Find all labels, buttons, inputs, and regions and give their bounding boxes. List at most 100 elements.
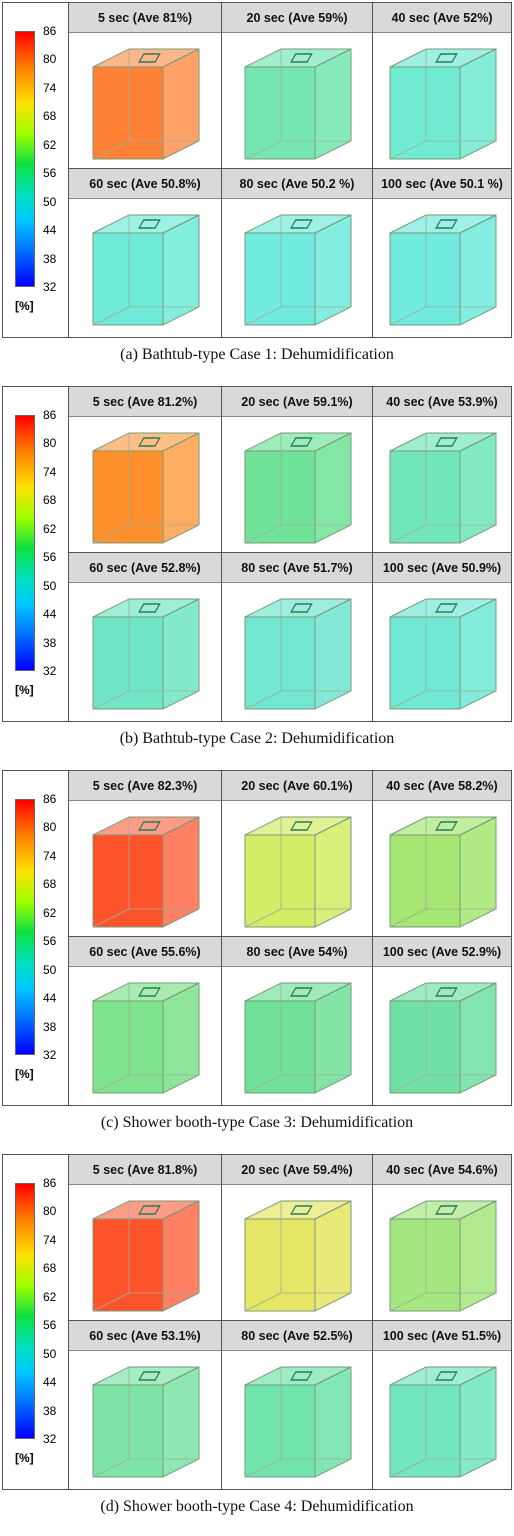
cube-side-face [459, 432, 497, 544]
panel-table: 86 80 74 68 62 56 50 44 38 32 [%] 5 sec (Ave 81.2%)… [2, 386, 512, 722]
colorbar-tick-label: 80 [43, 436, 57, 451]
result-cell: 60 sec (Ave 53.1%) [69, 1321, 222, 1489]
time-average-label: 5 sec (Ave 82.3%) [69, 771, 221, 801]
time-average-label: 20 sec (Ave 60.1%) [222, 771, 372, 801]
colorbar-tick-label: 68 [43, 877, 57, 892]
cube-front-face [92, 616, 164, 710]
time-average-label: 40 sec (Ave 54.6%) [373, 1155, 511, 1185]
cube-front-face [92, 1000, 164, 1094]
panel-caption: (a) Bathtub-type Case 1: Dehumidificatio… [120, 346, 394, 363]
colorbar-tick-label: 62 [43, 521, 57, 536]
result-cell: 100 sec (Ave 51.5%) [373, 1321, 511, 1489]
colorbar-tick-label: 68 [43, 1261, 57, 1276]
colorbar-tick-label: 86 [43, 792, 57, 806]
vent-outline [290, 1205, 313, 1215]
cube-front-face [389, 834, 461, 928]
cube-side-face [162, 432, 200, 544]
humidity-visualization [382, 37, 502, 170]
humidity-visualization [237, 37, 357, 170]
result-cell: 60 sec (Ave 50.8%) [69, 169, 222, 337]
vent-outline [138, 1205, 161, 1215]
colorbar-tick-label: 74 [43, 464, 57, 479]
colorbar-tick-label: 32 [43, 664, 57, 678]
time-average-label: 20 sec (Ave 59.4%) [222, 1155, 372, 1185]
cube-hidden-edge [92, 690, 130, 710]
panel-caption: (d) Shower booth-type Case 4: Dehumidifi… [100, 1498, 414, 1515]
time-average-label: 60 sec (Ave 52.8%) [69, 553, 221, 583]
cube-side-face [459, 816, 497, 928]
result-cell: 5 sec (Ave 81.8%) [69, 1155, 222, 1321]
cube-side-face [459, 1366, 497, 1478]
simulation-cube [389, 48, 497, 160]
cube-hidden-edge [244, 908, 282, 928]
result-cell: 60 sec (Ave 55.6%) [69, 937, 222, 1105]
result-cell: 40 sec (Ave 53.9%) [373, 387, 511, 553]
humidity-visualization [85, 587, 205, 720]
result-cell: 100 sec (Ave 50.9%) [373, 553, 511, 721]
humidity-visualization [382, 587, 502, 720]
cube-hidden-edge [389, 140, 427, 160]
time-average-label: 40 sec (Ave 53.9%) [373, 387, 511, 417]
time-average-label: 5 sec (Ave 81%) [69, 3, 221, 33]
colorbar-tick-label: 74 [43, 1232, 57, 1247]
result-cell: 80 sec (Ave 52.5%) [222, 1321, 373, 1489]
time-average-label: 40 sec (Ave 58.2%) [373, 771, 511, 801]
colorbar-tick-label: 62 [43, 137, 57, 152]
simulation-cube [92, 48, 200, 160]
colorbar-tick-label: 32 [43, 1432, 57, 1446]
cube-side-face [459, 48, 497, 160]
colorbar [15, 31, 35, 287]
colorbar-tick-label: 86 [43, 24, 57, 38]
colorbar-tick-label: 80 [43, 1204, 57, 1219]
cube-hidden-edge [389, 690, 427, 710]
result-cell: 20 sec (Ave 59.4%) [222, 1155, 373, 1321]
colorbar-tick-label: 50 [43, 578, 57, 593]
cube-hidden-edge [92, 1292, 130, 1312]
cube-front-face [92, 66, 164, 160]
cube-front-face [244, 834, 316, 928]
colorbar-tick-label: 74 [43, 80, 57, 95]
cube-side-face [162, 1200, 200, 1312]
cube-hidden-edge [92, 524, 130, 544]
cube-front-face [92, 1384, 164, 1478]
simulation-cube [244, 982, 352, 1094]
cube-front-face [92, 450, 164, 544]
humidity-visualization [237, 805, 357, 938]
colorbar-tick-label: 50 [43, 194, 57, 209]
simulation-cube [92, 1366, 200, 1478]
time-average-label: 60 sec (Ave 55.6%) [69, 937, 221, 967]
vent-outline [435, 1371, 458, 1381]
vent-outline [138, 987, 161, 997]
colorbar-tick-label: 68 [43, 493, 57, 508]
figure-panel: 86 80 74 68 62 56 50 44 38 32 [%] 5 sec (Ave 81%) 20… [0, 0, 514, 384]
result-cell: 40 sec (Ave 58.2%) [373, 771, 511, 937]
cube-side-face [162, 816, 200, 928]
humidity-visualization [382, 1189, 502, 1322]
result-cell: 80 sec (Ave 54%) [222, 937, 373, 1105]
vent-outline [290, 1371, 313, 1381]
colorbar-unit: [%] [15, 683, 34, 697]
simulation-cube [244, 1200, 352, 1312]
result-cell: 5 sec (Ave 82.3%) [69, 771, 222, 937]
panel-table: 86 80 74 68 62 56 50 44 38 32 [%] 5 sec (Ave 81%) 20… [2, 2, 512, 338]
vent-outline [290, 53, 313, 63]
cube-front-face [244, 1218, 316, 1312]
cube-side-face [459, 214, 497, 326]
colorbar-tick-label: 62 [43, 905, 57, 920]
colorbar-tick-label: 50 [43, 962, 57, 977]
result-cell: 40 sec (Ave 52%) [373, 3, 511, 169]
cube-side-face [314, 1200, 352, 1312]
time-average-label: 5 sec (Ave 81.2%) [69, 387, 221, 417]
time-average-label: 100 sec (Ave 50.9%) [373, 553, 511, 583]
colorbar-tick-label: 38 [43, 1403, 57, 1418]
humidity-visualization [237, 1189, 357, 1322]
colorbar-legend: 86 80 74 68 62 56 50 44 38 32 [%] [3, 1155, 69, 1489]
cube-hidden-edge [389, 908, 427, 928]
time-average-label: 80 sec (Ave 50.2 %) [222, 169, 372, 199]
result-cell: 20 sec (Ave 59%) [222, 3, 373, 169]
humidity-visualization [237, 971, 357, 1104]
colorbar-tick-label: 44 [43, 607, 57, 622]
cube-hidden-edge [244, 1292, 282, 1312]
time-average-label: 80 sec (Ave 52.5%) [222, 1321, 372, 1351]
colorbar-legend: 86 80 74 68 62 56 50 44 38 32 [%] [3, 771, 69, 1105]
